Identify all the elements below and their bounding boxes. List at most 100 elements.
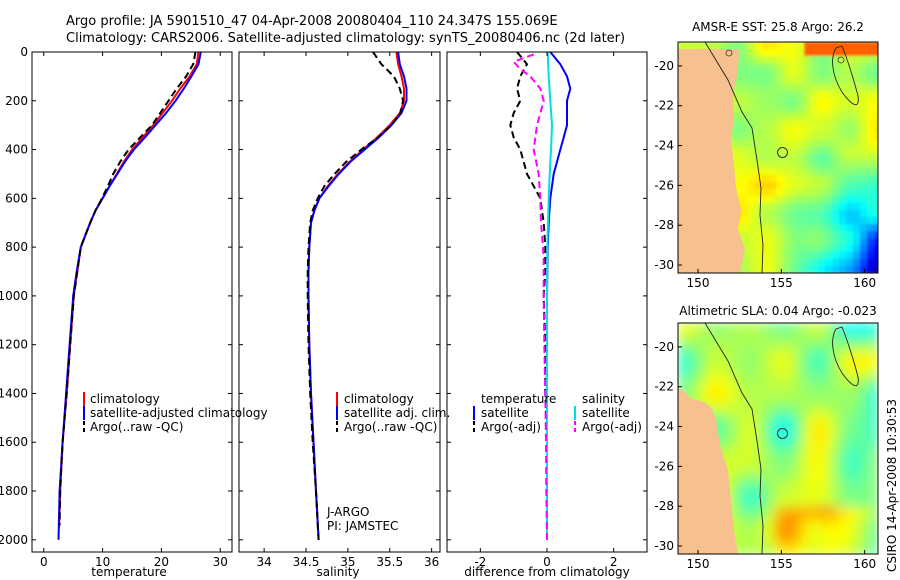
- map-cell: [766, 467, 775, 476]
- map-cell: [862, 339, 871, 348]
- map-cell: [806, 507, 815, 516]
- map-x-tick-label: 160: [853, 557, 876, 571]
- map-cell: [822, 339, 831, 348]
- map-cell: [832, 147, 840, 155]
- map-cell: [694, 387, 703, 396]
- map-cell: [870, 339, 878, 348]
- map-cell: [839, 189, 847, 197]
- map-cell: [832, 49, 840, 57]
- map-cell: [741, 56, 749, 64]
- map-cell: [846, 154, 854, 162]
- map-cell: [862, 331, 871, 340]
- map-cell: [783, 196, 791, 204]
- map-cell: [838, 491, 847, 500]
- sla-map-panel: Altimetric SLA: 0.04 Argo: -0.023 150 155…: [654, 304, 879, 571]
- map-cell: [790, 411, 799, 420]
- map-cell: [750, 355, 759, 364]
- y-tick-label: 1200: [0, 338, 28, 352]
- map-cell: [838, 355, 847, 364]
- map-cell: [769, 133, 777, 141]
- map-cell: [806, 427, 815, 436]
- map-cell: [854, 427, 863, 436]
- map-cell: [854, 531, 863, 540]
- map-cell: [822, 379, 831, 388]
- map-cell: [832, 91, 840, 99]
- map-cell: [782, 531, 791, 540]
- sla-map-body: [678, 323, 878, 554]
- map-cell: [758, 363, 767, 372]
- map-cell: [783, 266, 791, 273]
- map-cell: [846, 523, 855, 532]
- map-cell: [811, 154, 819, 162]
- map-cell: [822, 451, 831, 460]
- map-cell: [686, 387, 695, 396]
- map-cell: [776, 126, 784, 134]
- map-cell: [686, 355, 695, 364]
- map-cell: [755, 189, 763, 197]
- map-cell: [854, 403, 863, 412]
- map-cell: [874, 259, 878, 267]
- map-cell: [782, 395, 791, 404]
- map-cell: [726, 395, 735, 404]
- map-cell: [790, 515, 799, 524]
- map-cell: [686, 363, 695, 372]
- map-cell: [818, 77, 826, 85]
- map-cell: [790, 459, 799, 468]
- map-cell: [748, 42, 756, 50]
- map-cell: [797, 266, 805, 273]
- map-cell: [718, 435, 727, 444]
- map-cell: [814, 427, 823, 436]
- map-cell: [776, 189, 784, 197]
- map-cell: [811, 42, 819, 50]
- map-cell: [797, 217, 805, 225]
- map-cell: [867, 105, 875, 113]
- map-cell: [797, 259, 805, 267]
- map-cell: [839, 147, 847, 155]
- map-cell: [769, 42, 777, 50]
- map-cell: [870, 531, 878, 540]
- map-cell: [766, 371, 775, 380]
- map-cell: [806, 547, 815, 554]
- map-cell: [822, 523, 831, 532]
- map-cell: [867, 245, 875, 253]
- sst-shelf-contour: [704, 42, 764, 273]
- map-y-tick-label: -20: [654, 340, 674, 354]
- map-cell: [825, 252, 833, 260]
- side-timestamp: CSIRO 14-Apr-2008 10:30:53: [885, 399, 899, 572]
- map-y-tick-label: -28: [654, 499, 674, 513]
- map-cell: [748, 105, 756, 113]
- map-cell: [818, 105, 826, 113]
- map-cell: [867, 161, 875, 169]
- map-cell: [762, 161, 770, 169]
- map-cell: [748, 252, 756, 260]
- map-cell: [846, 539, 855, 548]
- map-cell: [755, 203, 763, 211]
- map-cell: [782, 539, 791, 548]
- map-cell: [726, 355, 735, 364]
- map-cell: [822, 467, 831, 476]
- map-cell: [832, 63, 840, 71]
- map-cell: [867, 133, 875, 141]
- map-cell: [790, 531, 799, 540]
- map-cell: [741, 231, 749, 239]
- map-cell: [814, 339, 823, 348]
- map-cell: [782, 419, 791, 428]
- map-cell: [766, 355, 775, 364]
- map-cell: [839, 84, 847, 92]
- map-cell: [811, 98, 819, 106]
- temperature-xlabel: temperature: [91, 565, 166, 579]
- map-cell: [748, 259, 756, 267]
- map-cell: [870, 363, 878, 372]
- salinity-series-group: [306, 52, 408, 540]
- map-cell: [798, 499, 807, 508]
- map-cell: [734, 387, 743, 396]
- map-cell: [762, 266, 770, 273]
- map-cell: [750, 451, 759, 460]
- map-cell: [790, 245, 798, 253]
- map-cell: [766, 507, 775, 516]
- x-tick-label: 35: [340, 555, 355, 569]
- map-cell: [742, 347, 751, 356]
- map-cell: [853, 126, 861, 134]
- map-cell: [825, 105, 833, 113]
- map-cell: [678, 363, 687, 372]
